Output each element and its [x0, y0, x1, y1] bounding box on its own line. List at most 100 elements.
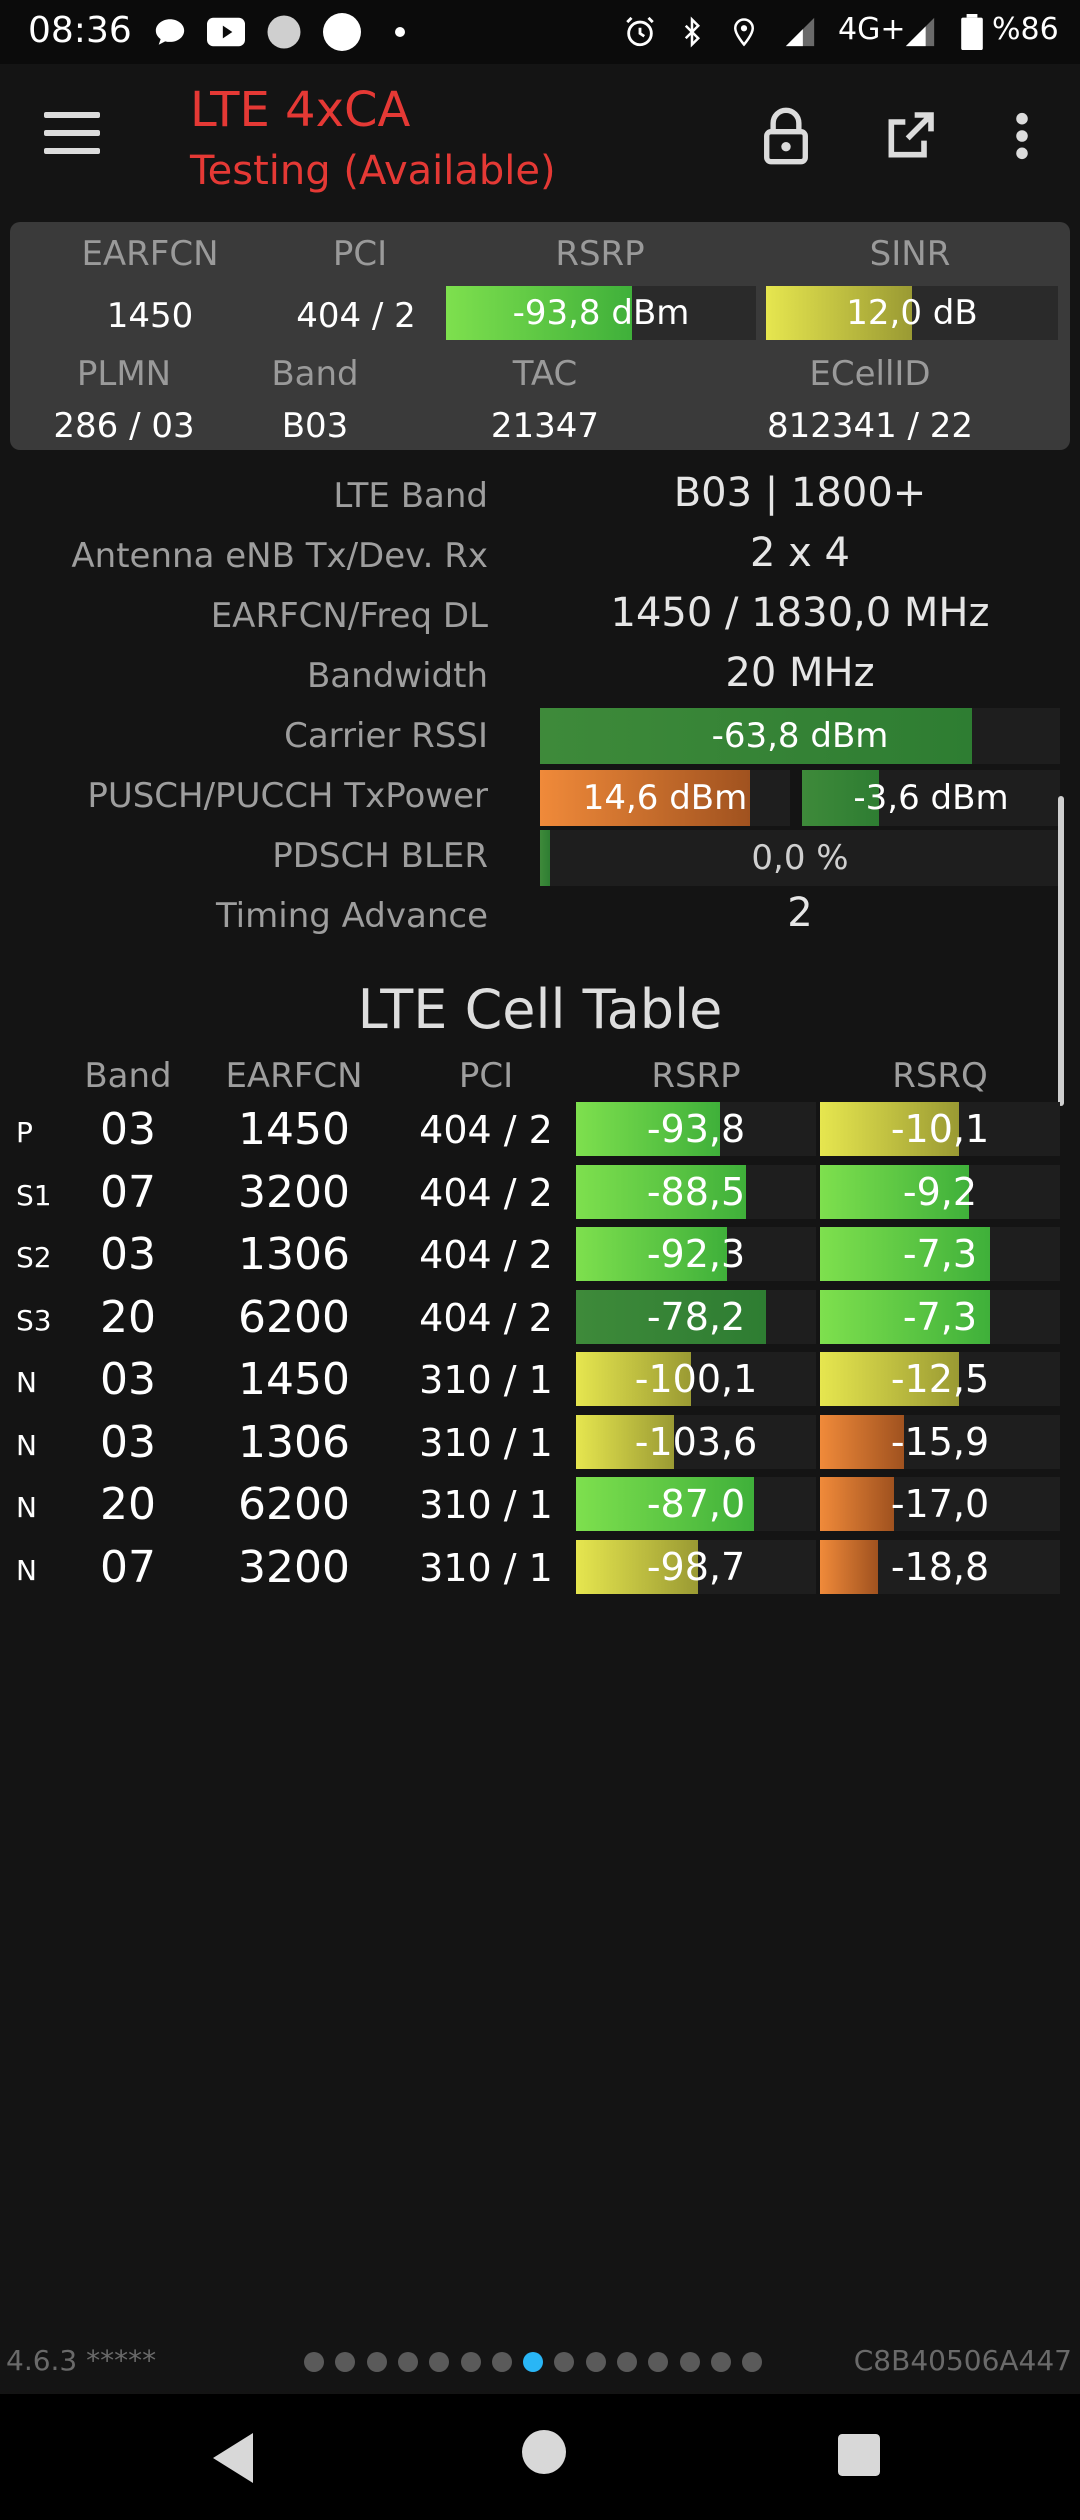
- sinr-meter: 12,0 dB: [766, 286, 1058, 340]
- cell-rsrp-fill: [576, 1352, 691, 1406]
- cell-type: N: [16, 1429, 37, 1462]
- page-dot[interactable]: [648, 2352, 668, 2372]
- page-dot[interactable]: [492, 2352, 512, 2372]
- cell-type: N: [16, 1366, 37, 1399]
- cell-rsrq-meter: -18,8: [820, 1540, 1060, 1594]
- page-dot[interactable]: [398, 2352, 418, 2372]
- home-icon[interactable]: [522, 2430, 578, 2486]
- alarm-icon: [620, 12, 660, 52]
- cell-rsrq-value: -7,3: [902, 1295, 978, 1339]
- signal-icon: [900, 12, 940, 52]
- cell-earfcn: 1450: [238, 1354, 350, 1405]
- page-dot[interactable]: [554, 2352, 574, 2372]
- page-dot[interactable]: [367, 2352, 387, 2372]
- pci-column-header: PCI: [458, 1056, 514, 1096]
- cell-rsrp-meter: -92,3: [576, 1227, 816, 1281]
- cell-rsrp-meter: -87,0: [576, 1477, 816, 1531]
- cell-rsrp-meter: -98,7: [576, 1540, 816, 1594]
- chat-icon: [150, 12, 190, 52]
- cell-pci: 404 / 2: [419, 1108, 553, 1152]
- rsrp-meter: -93,8 dBm: [446, 286, 756, 340]
- page-dot[interactable]: [617, 2352, 637, 2372]
- location-icon: [724, 12, 764, 52]
- page-dot[interactable]: [335, 2352, 355, 2372]
- page-title: LTE 4xCA: [190, 82, 411, 138]
- band-value: B03: [281, 406, 349, 446]
- lte-band-label: LTE Band: [333, 476, 488, 516]
- cell-band: 03: [100, 1354, 156, 1405]
- page-dot[interactable]: [586, 2352, 606, 2372]
- tac-value: 21347: [490, 406, 600, 446]
- cell-band: 20: [100, 1292, 156, 1343]
- cell-band: 07: [100, 1542, 156, 1593]
- earfcn-value: 1450: [106, 296, 194, 336]
- more-vert-icon[interactable]: [982, 96, 1062, 176]
- cell-table-title: LTE Cell Table: [357, 978, 723, 1041]
- sinr-value: 12,0 dB: [846, 293, 978, 333]
- page-dot[interactable]: [461, 2352, 481, 2372]
- earfcn-label: EARFCN: [81, 234, 219, 274]
- cell-rsrp-value: -93,8: [646, 1107, 746, 1151]
- pucch-value: -3,6 dBm: [853, 778, 1009, 818]
- back-icon[interactable]: [208, 2430, 264, 2486]
- cell-pci: 310 / 1: [419, 1483, 553, 1527]
- recents-icon[interactable]: [838, 2434, 888, 2484]
- cell-earfcn: 6200: [238, 1479, 350, 1530]
- pusch-value: 14,6 dBm: [582, 778, 748, 818]
- page-subtitle: Testing (Available): [190, 148, 556, 194]
- bandwidth-value: 20 MHz: [725, 650, 875, 696]
- cell-type: S2: [16, 1241, 52, 1274]
- rsrp-label: RSRP: [555, 234, 645, 274]
- youtube-icon: [206, 12, 246, 52]
- cell-pci: 310 / 1: [419, 1358, 553, 1402]
- page-dot-active[interactable]: [523, 2352, 543, 2372]
- cell-rsrp-fill: [576, 1227, 727, 1281]
- page-dot[interactable]: [742, 2352, 762, 2372]
- cell-rsrp-meter: -93,8: [576, 1102, 816, 1156]
- cell-rsrp-fill: [576, 1165, 746, 1219]
- page-dot[interactable]: [304, 2352, 324, 2372]
- battery-icon: [952, 12, 992, 52]
- carrier-rssi-label: Carrier RSSI: [284, 716, 488, 756]
- circle-icon: [264, 12, 304, 52]
- cell-type: S3: [16, 1304, 52, 1337]
- antenna-label: Antenna eNB Tx/Dev. Rx: [71, 536, 488, 576]
- cell-rsrq-value: -12,5: [890, 1357, 990, 1401]
- antenna-value: 2 x 4: [750, 530, 850, 576]
- bler-fill: [540, 830, 550, 886]
- cell-type: N: [16, 1554, 37, 1587]
- carrier-rssi-value: -63,8 dBm: [711, 716, 889, 756]
- page-dot[interactable]: [711, 2352, 731, 2372]
- lock-icon[interactable]: [746, 96, 826, 176]
- open-external-icon[interactable]: [870, 96, 950, 176]
- pusch-fill: [540, 770, 750, 826]
- cell-rsrp-meter: -100,1: [576, 1352, 816, 1406]
- cell-band: 20: [100, 1479, 156, 1530]
- cell-earfcn: 1306: [238, 1229, 350, 1280]
- cell-type: N: [16, 1491, 37, 1524]
- status-bar: 08:36 4G+ %86: [0, 0, 1080, 64]
- pucch-fill: [802, 770, 879, 826]
- scrollbar[interactable]: [1058, 796, 1064, 1106]
- page-dot[interactable]: [429, 2352, 449, 2372]
- cell-rsrq-fill: [820, 1227, 990, 1281]
- plmn-label: PLMN: [76, 354, 172, 394]
- cell-rsrq-value: -18,8: [890, 1545, 990, 1589]
- navigation-bar: [0, 2394, 1080, 2520]
- cell-band: 07: [100, 1167, 156, 1218]
- cell-rsrp-fill: [576, 1290, 766, 1344]
- cell-rsrp-fill: [576, 1540, 698, 1594]
- cell-rsrq-fill: [820, 1165, 969, 1219]
- cell-earfcn: 3200: [238, 1167, 350, 1218]
- dot-icon: [380, 12, 420, 52]
- cell-rsrq-fill: [820, 1415, 904, 1469]
- pci-label: PCI: [332, 234, 388, 274]
- cell-type: P: [16, 1116, 33, 1149]
- cell-earfcn: 3200: [238, 1542, 350, 1593]
- menu-icon[interactable]: [44, 112, 100, 156]
- cell-rsrp-value: -100,1: [634, 1357, 758, 1401]
- timing-advance-label: Timing Advance: [215, 896, 488, 936]
- cell-rsrq-meter: -7,3: [820, 1227, 1060, 1281]
- carrier-rssi-meter: -63,8 dBm: [540, 708, 1060, 764]
- page-dot[interactable]: [680, 2352, 700, 2372]
